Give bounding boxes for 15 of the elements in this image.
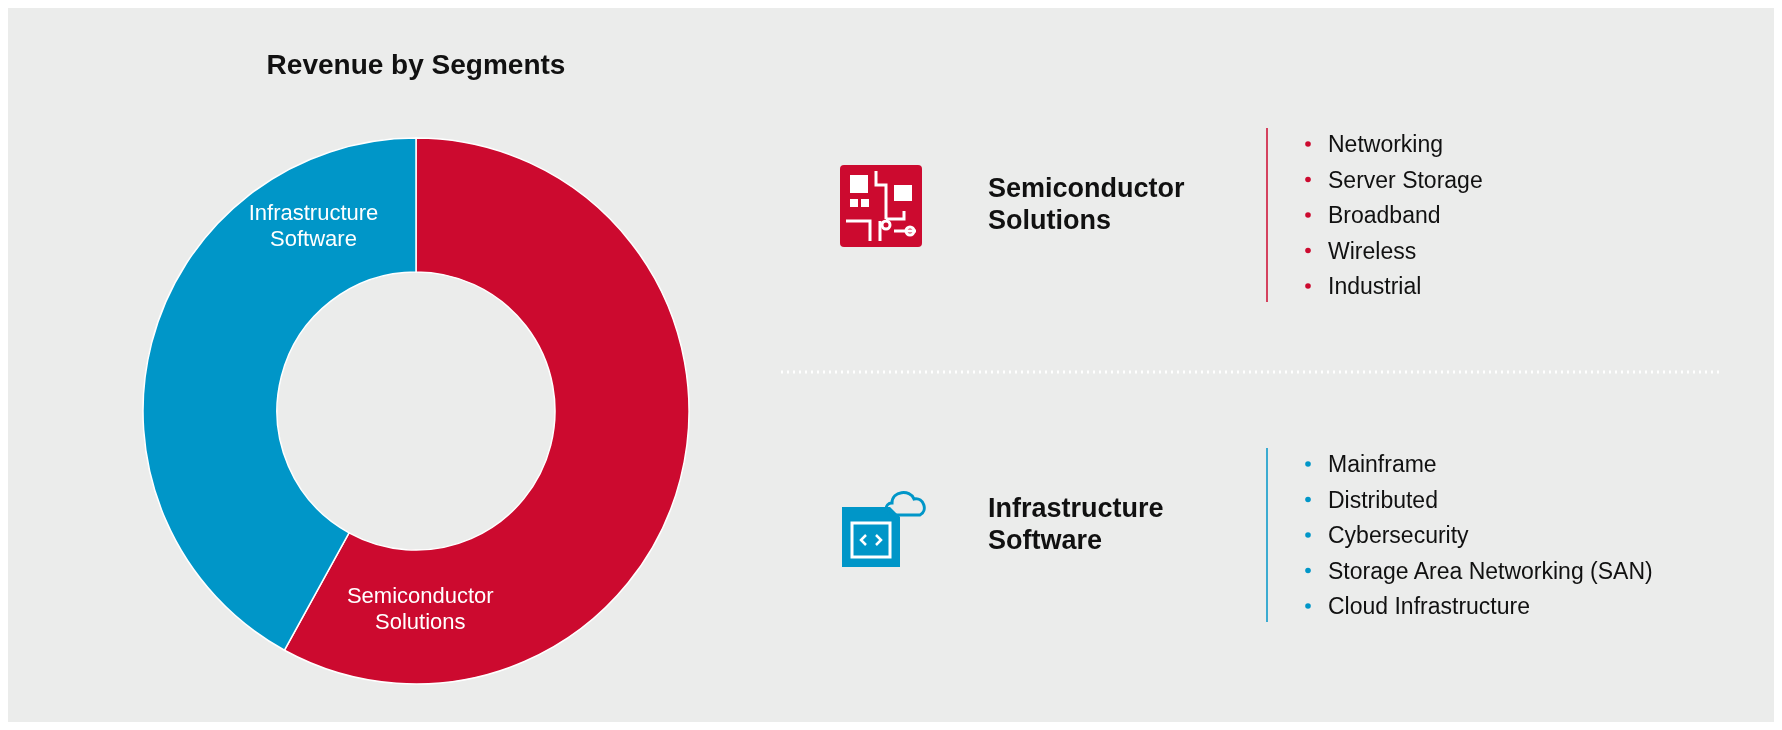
chart-title: Revenue by Segments	[266, 49, 566, 80]
text: Mainframe	[1328, 451, 1437, 477]
text: Industrial	[1328, 273, 1422, 299]
text: Distributed	[1328, 486, 1438, 513]
slice-label: Semiconductor Solutions	[346, 582, 494, 634]
text: Server Storage	[1328, 166, 1483, 193]
text: Infrastructure Software	[988, 493, 1164, 555]
text: Semiconductor Solutions	[988, 173, 1186, 235]
slice-label: Infrastructure Software	[248, 200, 379, 252]
text: Cybersecurity	[1328, 522, 1470, 548]
text: Wireless	[1328, 237, 1417, 264]
text: Cloud Infrastructure	[1328, 593, 1530, 619]
text: Broadband	[1328, 202, 1441, 228]
text: Networking	[1328, 131, 1444, 157]
text: Storage Area Networking (SAN)	[1328, 557, 1653, 584]
